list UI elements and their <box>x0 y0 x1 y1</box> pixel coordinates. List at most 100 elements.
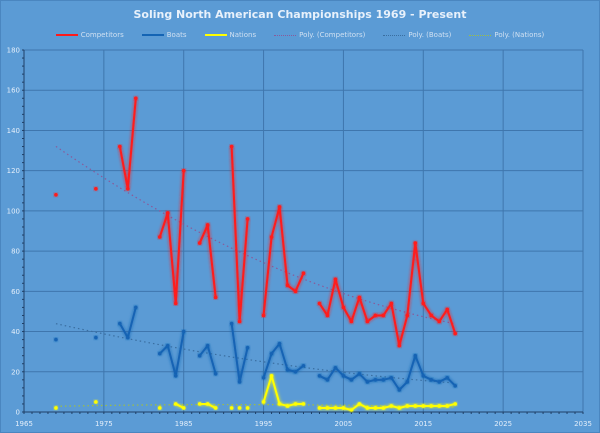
data-point-boats <box>285 367 290 372</box>
data-point-competitors <box>301 271 306 276</box>
data-point-nations <box>389 404 394 408</box>
y-tick-label: 40 <box>11 328 20 336</box>
data-point-nations <box>333 406 338 410</box>
data-point-competitors <box>325 313 330 318</box>
data-point-competitors <box>373 313 378 318</box>
series-line-boats <box>262 342 305 379</box>
data-point-competitors <box>341 305 346 310</box>
data-point-competitors <box>94 186 98 191</box>
data-point-competitors <box>229 144 234 149</box>
data-point-nations <box>421 404 426 408</box>
data-point-competitors <box>333 277 338 282</box>
data-point-competitors <box>317 301 322 306</box>
data-point-boats <box>397 388 402 392</box>
data-point-competitors <box>437 319 442 324</box>
data-point-competitors <box>421 301 426 306</box>
y-tick-label: 100 <box>7 207 20 215</box>
data-point-competitors <box>245 217 250 221</box>
data-point-nations <box>197 402 202 406</box>
data-point-boats <box>341 374 346 378</box>
data-point-boats <box>94 335 98 340</box>
data-point-boats <box>237 380 242 384</box>
data-point-boats <box>293 369 298 374</box>
data-point-competitors <box>205 223 210 227</box>
data-point-nations <box>293 402 298 406</box>
y-tick-label: 140 <box>7 127 20 135</box>
data-point-boats <box>445 376 450 380</box>
data-point-competitors <box>54 193 58 197</box>
series-line-competitors <box>230 146 249 323</box>
data-point-competitors <box>269 235 274 239</box>
data-point-nations <box>397 406 402 410</box>
data-point-competitors <box>197 241 202 245</box>
legend-nations: Nations <box>204 31 256 39</box>
data-point-competitors <box>453 331 458 336</box>
legend-boats: Boats <box>141 31 187 39</box>
legend-poly-nations: Poly. (Nations) <box>469 31 544 39</box>
data-point-nations <box>229 406 234 410</box>
series-line-competitors <box>158 170 185 305</box>
x-tick-label: 2005 <box>335 420 353 428</box>
data-point-boats <box>381 378 386 382</box>
data-point-boats <box>229 321 234 326</box>
data-point-nations <box>54 406 58 410</box>
x-tick-label: 1995 <box>255 420 273 428</box>
trend-line-boats <box>55 323 456 384</box>
data-point-boats <box>157 351 162 356</box>
data-point-competitors <box>405 313 410 318</box>
data-point-competitors <box>173 301 178 306</box>
x-tick-label: 2015 <box>414 420 432 428</box>
data-point-competitors <box>397 343 402 348</box>
series-line-boats <box>159 331 185 377</box>
data-point-boats <box>165 343 170 348</box>
data-point-competitors <box>165 211 170 215</box>
x-tick-label: 1965 <box>15 420 33 428</box>
x-tick-label: 1985 <box>175 420 193 428</box>
data-point-nations <box>405 404 410 408</box>
data-point-nations <box>157 406 162 410</box>
data-point-competitors <box>213 295 218 300</box>
data-point-competitors <box>118 144 122 149</box>
data-point-nations <box>341 406 346 410</box>
y-tick-label: 120 <box>7 167 20 175</box>
x-tick-label: 2025 <box>494 420 512 428</box>
data-point-nations <box>381 406 386 410</box>
data-point-competitors <box>126 186 130 191</box>
legend: Competitors Boats Nations Poly. (Competi… <box>0 31 600 39</box>
data-point-boats <box>301 363 306 368</box>
data-point-boats <box>54 337 58 342</box>
data-point-nations <box>429 404 434 408</box>
data-point-nations <box>181 406 186 410</box>
data-point-boats <box>429 378 434 382</box>
data-point-boats <box>413 353 418 358</box>
y-tick-label: 80 <box>11 248 20 256</box>
series-line-boats <box>319 354 456 391</box>
series-line-competitors <box>318 242 457 347</box>
data-point-competitors <box>381 313 386 318</box>
data-point-nations <box>373 406 378 410</box>
data-point-boats <box>365 380 370 384</box>
legend-competitors: Competitors <box>55 31 124 39</box>
data-point-nations <box>269 374 274 378</box>
data-point-competitors <box>429 313 434 318</box>
data-point-boats <box>197 353 202 358</box>
series-line-competitors <box>198 223 217 298</box>
data-point-boats <box>245 345 250 350</box>
data-point-nations <box>245 406 250 410</box>
data-point-boats <box>373 378 378 382</box>
data-point-competitors <box>181 168 186 173</box>
series-line-boats <box>118 307 137 339</box>
data-point-nations <box>357 402 362 406</box>
data-point-nations <box>349 408 354 412</box>
series-line-nations <box>262 374 304 407</box>
data-point-competitors <box>277 205 282 209</box>
data-point-boats <box>118 321 122 326</box>
data-point-boats <box>134 305 138 310</box>
data-point-competitors <box>349 319 354 324</box>
legend-poly-competitors: Poly. (Competitors) <box>274 31 365 39</box>
data-point-competitors <box>293 289 298 294</box>
data-point-competitors <box>365 319 370 324</box>
data-point-nations <box>237 406 242 410</box>
data-point-competitors <box>389 301 394 306</box>
